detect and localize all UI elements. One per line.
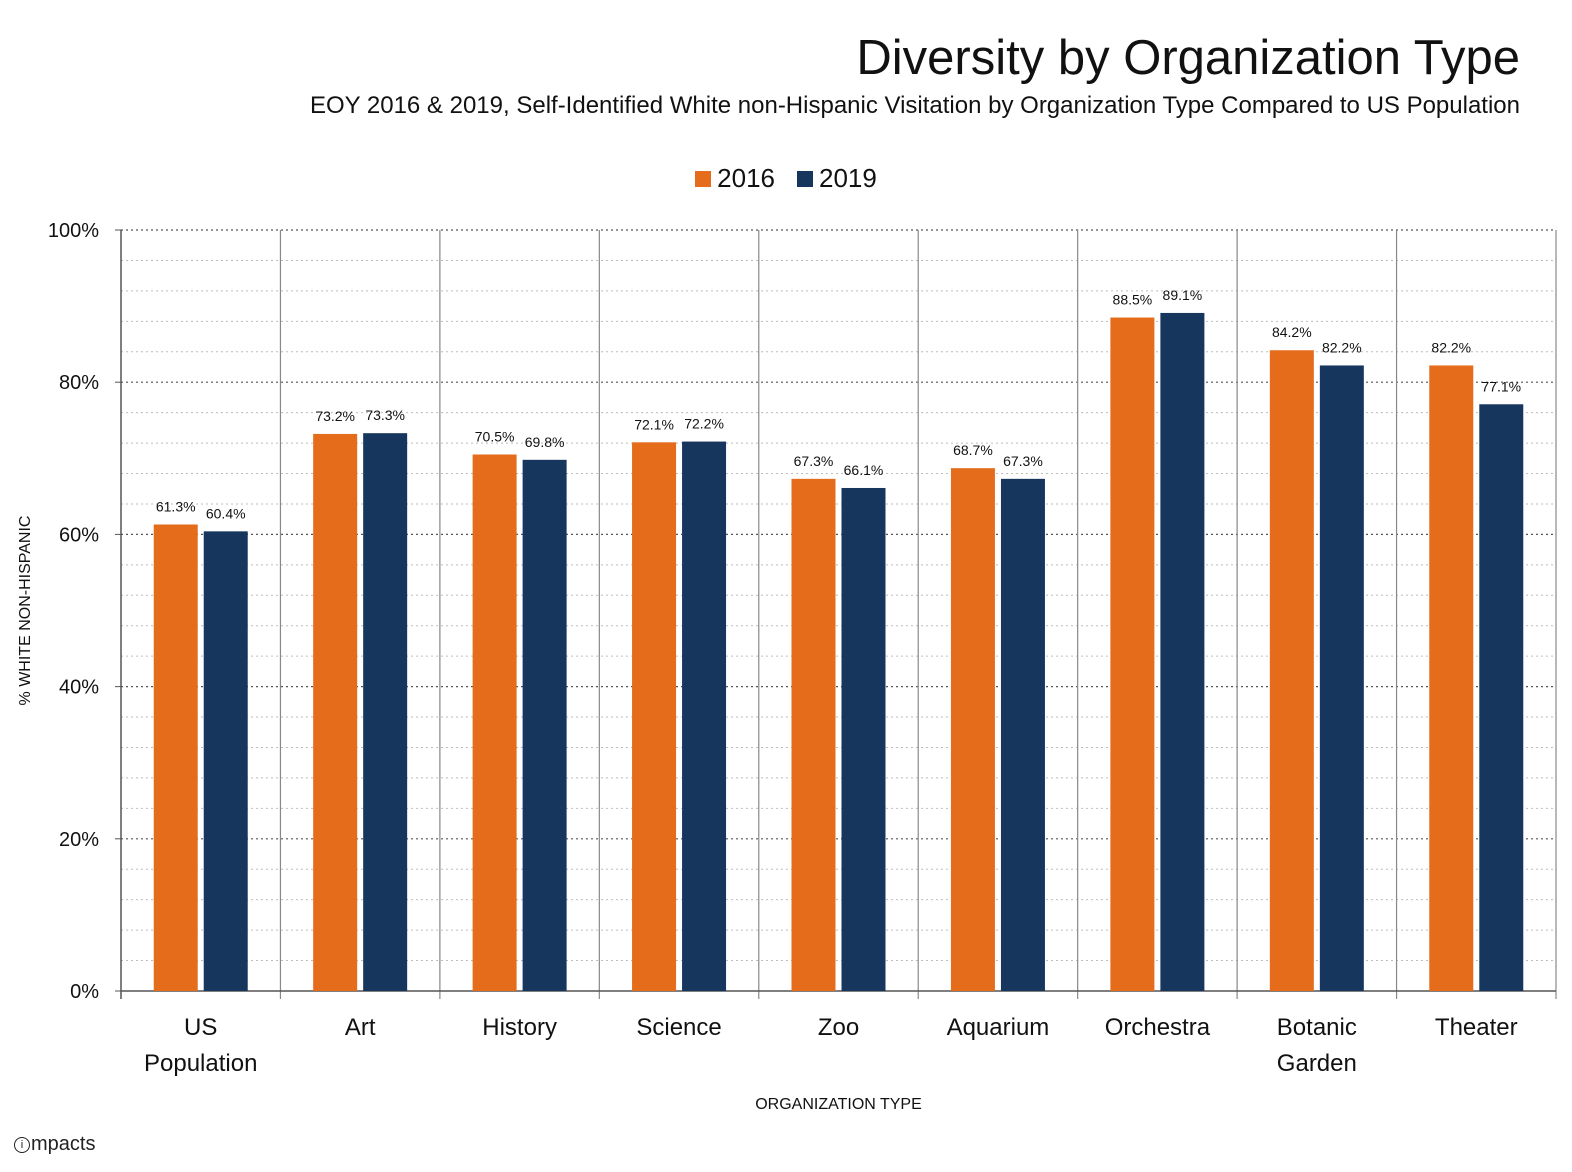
logo-text: mpacts	[31, 1133, 96, 1155]
x-tick-label: Orchestra	[1105, 1014, 1211, 1041]
data-label-2019: 60.4%	[206, 505, 246, 521]
data-label-2016: 70.5%	[475, 428, 515, 444]
y-tick-label: 0%	[70, 981, 99, 1003]
data-label-2016: 73.2%	[315, 408, 355, 424]
legend-item-2019: 2019	[797, 163, 877, 194]
logo-i-mark: i	[14, 1136, 30, 1153]
chart-title: Diversity by Organization Type	[856, 31, 1520, 85]
legend-swatch-2016	[695, 170, 712, 187]
data-label-2019: 82.2%	[1322, 339, 1362, 355]
bar-2016	[1110, 317, 1155, 991]
chart-subtitle: EOY 2016 & 2019, Self-Identified White n…	[309, 92, 1520, 119]
data-label-2016: 82.2%	[1431, 339, 1471, 355]
bar-2016	[153, 524, 198, 991]
data-label-2019: 69.8%	[525, 434, 565, 450]
impacts-logo: i mpacts	[14, 1133, 95, 1156]
x-tick-label: Science	[636, 1014, 721, 1041]
y-tick-label: 40%	[59, 677, 99, 699]
data-label-2016: 72.1%	[634, 416, 674, 432]
data-label-2016: 67.3%	[794, 453, 834, 469]
bar-2016	[950, 468, 995, 991]
x-tick-label: Art	[345, 1014, 376, 1041]
bar-2019	[841, 487, 886, 991]
y-tick-label: 100%	[48, 220, 99, 242]
bar-2016	[1429, 365, 1474, 991]
x-tick-label: Garden	[1277, 1050, 1357, 1077]
data-label-2019: 73.3%	[365, 407, 405, 423]
bar-2019	[522, 459, 567, 991]
data-label-2019: 67.3%	[1003, 453, 1043, 469]
data-label-2016: 61.3%	[156, 499, 196, 515]
bar-2016	[313, 433, 358, 991]
chart-legend: 2016 2019	[0, 163, 1572, 194]
y-axis-title: % WHITE NON-HISPANIC	[17, 516, 34, 706]
bar-2016	[472, 454, 517, 991]
x-tick-label: Aquarium	[947, 1014, 1050, 1041]
data-label-2019: 77.1%	[1481, 378, 1521, 394]
legend-label-2016: 2016	[717, 163, 775, 193]
legend-label-2019: 2019	[819, 163, 877, 193]
x-tick-label: Theater	[1435, 1014, 1518, 1041]
y-tick-label: 20%	[59, 829, 99, 851]
x-tick-label: History	[482, 1014, 557, 1041]
bar-2019	[363, 433, 408, 991]
data-label-2016: 88.5%	[1113, 292, 1153, 308]
y-tick-label: 60%	[59, 524, 99, 546]
bar-2019	[1000, 478, 1045, 991]
data-label-2019: 89.1%	[1163, 287, 1203, 303]
x-tick-label: US	[184, 1014, 217, 1041]
bar-2016	[632, 442, 677, 992]
data-label-2016: 68.7%	[953, 442, 993, 458]
bar-2019	[203, 531, 248, 991]
bar-2019	[1479, 404, 1524, 991]
legend-item-2016: 2016	[695, 163, 775, 194]
data-label-2016: 84.2%	[1272, 324, 1312, 340]
legend-swatch-2019	[797, 170, 813, 187]
x-tick-label: Population	[144, 1050, 257, 1077]
x-tick-label: Zoo	[818, 1014, 859, 1041]
x-axis-title: ORGANIZATION TYPE	[755, 1096, 922, 1113]
bar-2019	[1319, 365, 1364, 991]
y-tick-label: 80%	[59, 372, 99, 394]
bar-2019	[682, 441, 727, 992]
bar-2016	[791, 478, 836, 991]
x-tick-label: Botanic	[1277, 1014, 1357, 1041]
data-label-2019: 66.1%	[844, 462, 884, 478]
bar-2019	[1160, 312, 1205, 992]
data-label-2019: 72.2%	[684, 416, 724, 432]
bar-2016	[1269, 350, 1314, 991]
